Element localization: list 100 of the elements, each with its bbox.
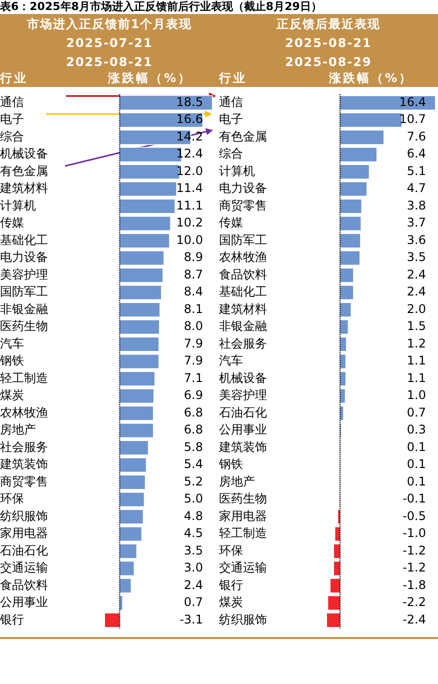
y-tick-label: 社会服务 xyxy=(0,440,48,454)
data-label: 5.0 xyxy=(184,492,203,506)
data-label: -1.2 xyxy=(402,543,426,558)
data-label: 11.1 xyxy=(176,198,203,212)
y-tick-label: 石油石化 xyxy=(219,405,267,420)
data-label: 0.7 xyxy=(184,595,203,610)
y-tick-label: 房地产 xyxy=(219,474,255,488)
y-tick-label: 非银金融 xyxy=(0,302,48,316)
data-label: 5.1 xyxy=(406,164,426,178)
y-tick-label: 环保 xyxy=(219,543,243,558)
y-tick-label: 农林牧渔 xyxy=(0,405,48,420)
y-tick-label: 商贸零售 xyxy=(0,474,48,488)
data-label: 8.4 xyxy=(184,284,203,299)
y-tick-label: 汽车 xyxy=(0,336,24,350)
y-tick-label: 国防军工 xyxy=(0,284,48,299)
data-label: 10.0 xyxy=(176,232,203,247)
data-label: 5.4 xyxy=(184,457,203,472)
y-tick-label: 国防军工 xyxy=(219,232,267,247)
data-label: 8.1 xyxy=(184,302,203,316)
y-tick-label: 建筑装饰 xyxy=(218,440,267,454)
y-tick-label: 基础化工 xyxy=(0,232,48,247)
data-label: 6.9 xyxy=(184,388,203,402)
y-tick-label: 纺织服饰 xyxy=(0,508,48,523)
y-tick-label: 食品饮料 xyxy=(219,267,267,282)
data-label: 7.1 xyxy=(184,370,203,385)
data-label: 1.1 xyxy=(406,370,426,385)
data-label: -2.2 xyxy=(402,595,426,610)
y-tick-label: 农林牧渔 xyxy=(219,250,267,264)
data-label: 2.4 xyxy=(184,578,203,592)
data-label: 1.1 xyxy=(406,354,426,368)
y-tick-label: 环保 xyxy=(0,492,24,506)
y-tick-label: 计算机 xyxy=(219,164,255,178)
data-label: -0.1 xyxy=(402,492,426,506)
y-tick-label: 汽车 xyxy=(219,354,243,368)
data-label: 3.8 xyxy=(406,198,426,212)
y-axis-title: 行业 xyxy=(219,70,247,87)
chart-subtitle: 2025-08-21 2025-08-29 xyxy=(284,35,373,71)
data-label: 3.7 xyxy=(406,216,426,230)
y-tick-label: 交通运输 xyxy=(219,560,267,575)
data-label: 7.9 xyxy=(184,354,203,368)
data-label: 0.3 xyxy=(406,422,426,437)
y-tick-label: 煤炭 xyxy=(0,388,24,402)
data-label: 0.1 xyxy=(406,474,426,488)
data-label: 2.0 xyxy=(406,302,426,316)
data-label: 8.0 xyxy=(184,319,203,334)
data-label: -1.0 xyxy=(402,526,426,540)
y-tick-label: 钢铁 xyxy=(0,354,24,368)
y-tick-label: 石油石化 xyxy=(0,543,48,558)
y-tick-label: 食品饮料 xyxy=(0,578,48,592)
y-tick-label: 建筑材料 xyxy=(0,181,48,196)
y-tick-label: 通信 xyxy=(219,94,243,109)
y-tick-label: 银行 xyxy=(0,612,24,626)
y-tick-label: 钢铁 xyxy=(218,457,243,472)
data-label: 3.5 xyxy=(184,543,203,558)
y-tick-label: 交通运输 xyxy=(0,560,48,575)
y-tick-label: 银行 xyxy=(218,578,243,592)
data-label: 1.2 xyxy=(406,336,426,350)
x-axis-title: 涨跌幅（%） xyxy=(108,70,192,87)
y-tick-label: 传媒 xyxy=(0,216,24,230)
data-label: -1.2 xyxy=(402,560,426,575)
data-label: -3.1 xyxy=(180,612,203,626)
data-label: 3.6 xyxy=(406,232,426,247)
y-tick-label: 机械设备 xyxy=(219,370,267,385)
data-label: 11.4 xyxy=(176,181,203,196)
data-label: 8.9 xyxy=(184,250,203,264)
data-label: 3.5 xyxy=(406,250,426,264)
y-tick-label: 公用事业 xyxy=(0,595,48,610)
data-label: 3.0 xyxy=(184,560,203,575)
y-tick-label: 纺织服饰 xyxy=(219,612,267,626)
data-label: 7.9 xyxy=(184,336,203,350)
y-tick-label: 社会服务 xyxy=(219,336,267,350)
y-tick-label: 传媒 xyxy=(219,216,243,230)
data-label: 1.5 xyxy=(406,319,426,334)
y-tick-label: 计算机 xyxy=(0,198,36,212)
y-tick-label: 建筑材料 xyxy=(218,302,267,316)
y-tick-label: 电子 xyxy=(0,112,24,126)
y-tick-label: 家用电器 xyxy=(219,508,267,523)
data-label: 0.1 xyxy=(406,440,426,454)
data-label: 16.4 xyxy=(399,94,426,109)
y-tick-label: 非银金融 xyxy=(219,319,267,334)
data-label: 6.8 xyxy=(184,405,203,420)
y-tick-label: 轻工制造 xyxy=(0,370,48,385)
y-tick-label: 电力设备 xyxy=(219,181,267,196)
y-tick-label: 商贸零售 xyxy=(219,198,267,212)
data-label: 7.6 xyxy=(406,129,426,144)
y-tick-label: 电子 xyxy=(219,112,243,126)
y-tick-label: 建筑装饰 xyxy=(0,457,48,472)
chart-subtitle: 2025-07-21 2025-08-21 xyxy=(65,35,154,71)
data-label: 0.1 xyxy=(406,457,426,472)
y-tick-label: 医药生物 xyxy=(219,492,267,506)
data-label: 5.8 xyxy=(184,440,203,454)
y-tick-label: 有色金属 xyxy=(219,129,267,144)
y-tick-label: 轻工制造 xyxy=(219,526,267,540)
data-label: 1.0 xyxy=(406,388,426,402)
y-tick-label: 综合 xyxy=(0,129,24,144)
data-label: 16.6 xyxy=(176,112,203,126)
y-tick-label: 机械设备 xyxy=(0,146,48,161)
y-tick-label: 医药生物 xyxy=(0,319,48,334)
data-label: 18.5 xyxy=(176,94,203,109)
data-label: -2.4 xyxy=(402,612,426,626)
